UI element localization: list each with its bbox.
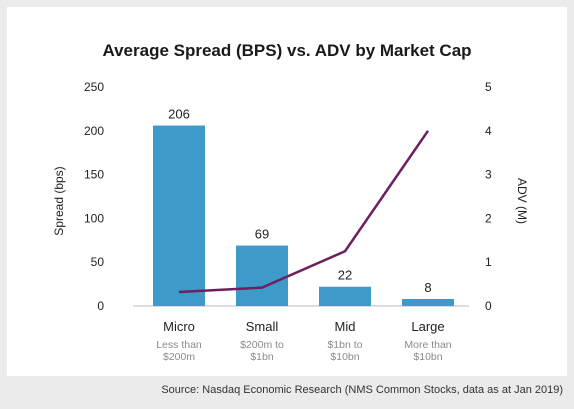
category-sublabel: $1bn [250, 351, 274, 363]
right-tick-label: 0 [485, 299, 492, 313]
bar [153, 125, 205, 306]
left-tick-label: 250 [84, 80, 104, 94]
category-sublabel: $10bn [330, 351, 359, 363]
category-labels: Micro Less than$200m Small $200m to$1bn Mid $… [156, 319, 452, 363]
left-axis-ticks: 0 50 100 150 200 250 [84, 80, 104, 313]
right-tick-label: 2 [485, 211, 492, 225]
y-left-axis-label: Spread (bps) [52, 166, 66, 235]
chart-card: Average Spread (BPS) vs. ADV by Market C… [7, 7, 567, 376]
bar-data-label: 206 [168, 107, 190, 122]
bar-data-labels: 206 69 22 8 [168, 107, 431, 295]
right-tick-label: 5 [485, 80, 492, 94]
right-tick-label: 3 [485, 168, 492, 182]
chart-title: Average Spread (BPS) vs. ADV by Market C… [102, 41, 472, 60]
category-sublabel: Less than [156, 339, 202, 351]
bar [319, 286, 371, 306]
bar-data-label: 22 [338, 268, 352, 283]
left-tick-label: 50 [91, 255, 105, 269]
chart-svg: 0 50 100 150 200 250 0 1 2 3 4 5 Spread (bps) ADV … [52, 80, 529, 363]
category-sublabel: $200m to [240, 339, 284, 351]
source-note: Source: Nasdaq Economic Research (NMS Co… [161, 384, 563, 396]
right-axis-ticks: 0 1 2 3 4 5 [485, 80, 492, 313]
left-tick-label: 150 [84, 168, 104, 182]
bar [402, 298, 454, 306]
bar-data-label: 69 [255, 227, 269, 242]
category-label: Large [411, 319, 444, 334]
bar [236, 245, 288, 306]
right-tick-label: 4 [485, 124, 492, 138]
category-label: Small [246, 319, 279, 334]
adv-line [178, 130, 430, 294]
bar-data-label: 8 [424, 280, 431, 295]
category-label: Micro [163, 319, 195, 334]
category-sublabel: $10bn [413, 351, 442, 363]
category-sublabel: $1bn to [327, 339, 362, 351]
y-right-axis-label: ADV (M) [515, 178, 529, 224]
left-tick-label: 0 [97, 299, 104, 313]
right-tick-label: 1 [485, 255, 492, 269]
category-sublabel: More than [404, 339, 451, 351]
left-tick-label: 100 [84, 211, 104, 225]
bars [153, 125, 454, 306]
left-tick-label: 200 [84, 124, 104, 138]
category-label: Mid [335, 319, 356, 334]
category-sublabel: $200m [163, 351, 195, 363]
